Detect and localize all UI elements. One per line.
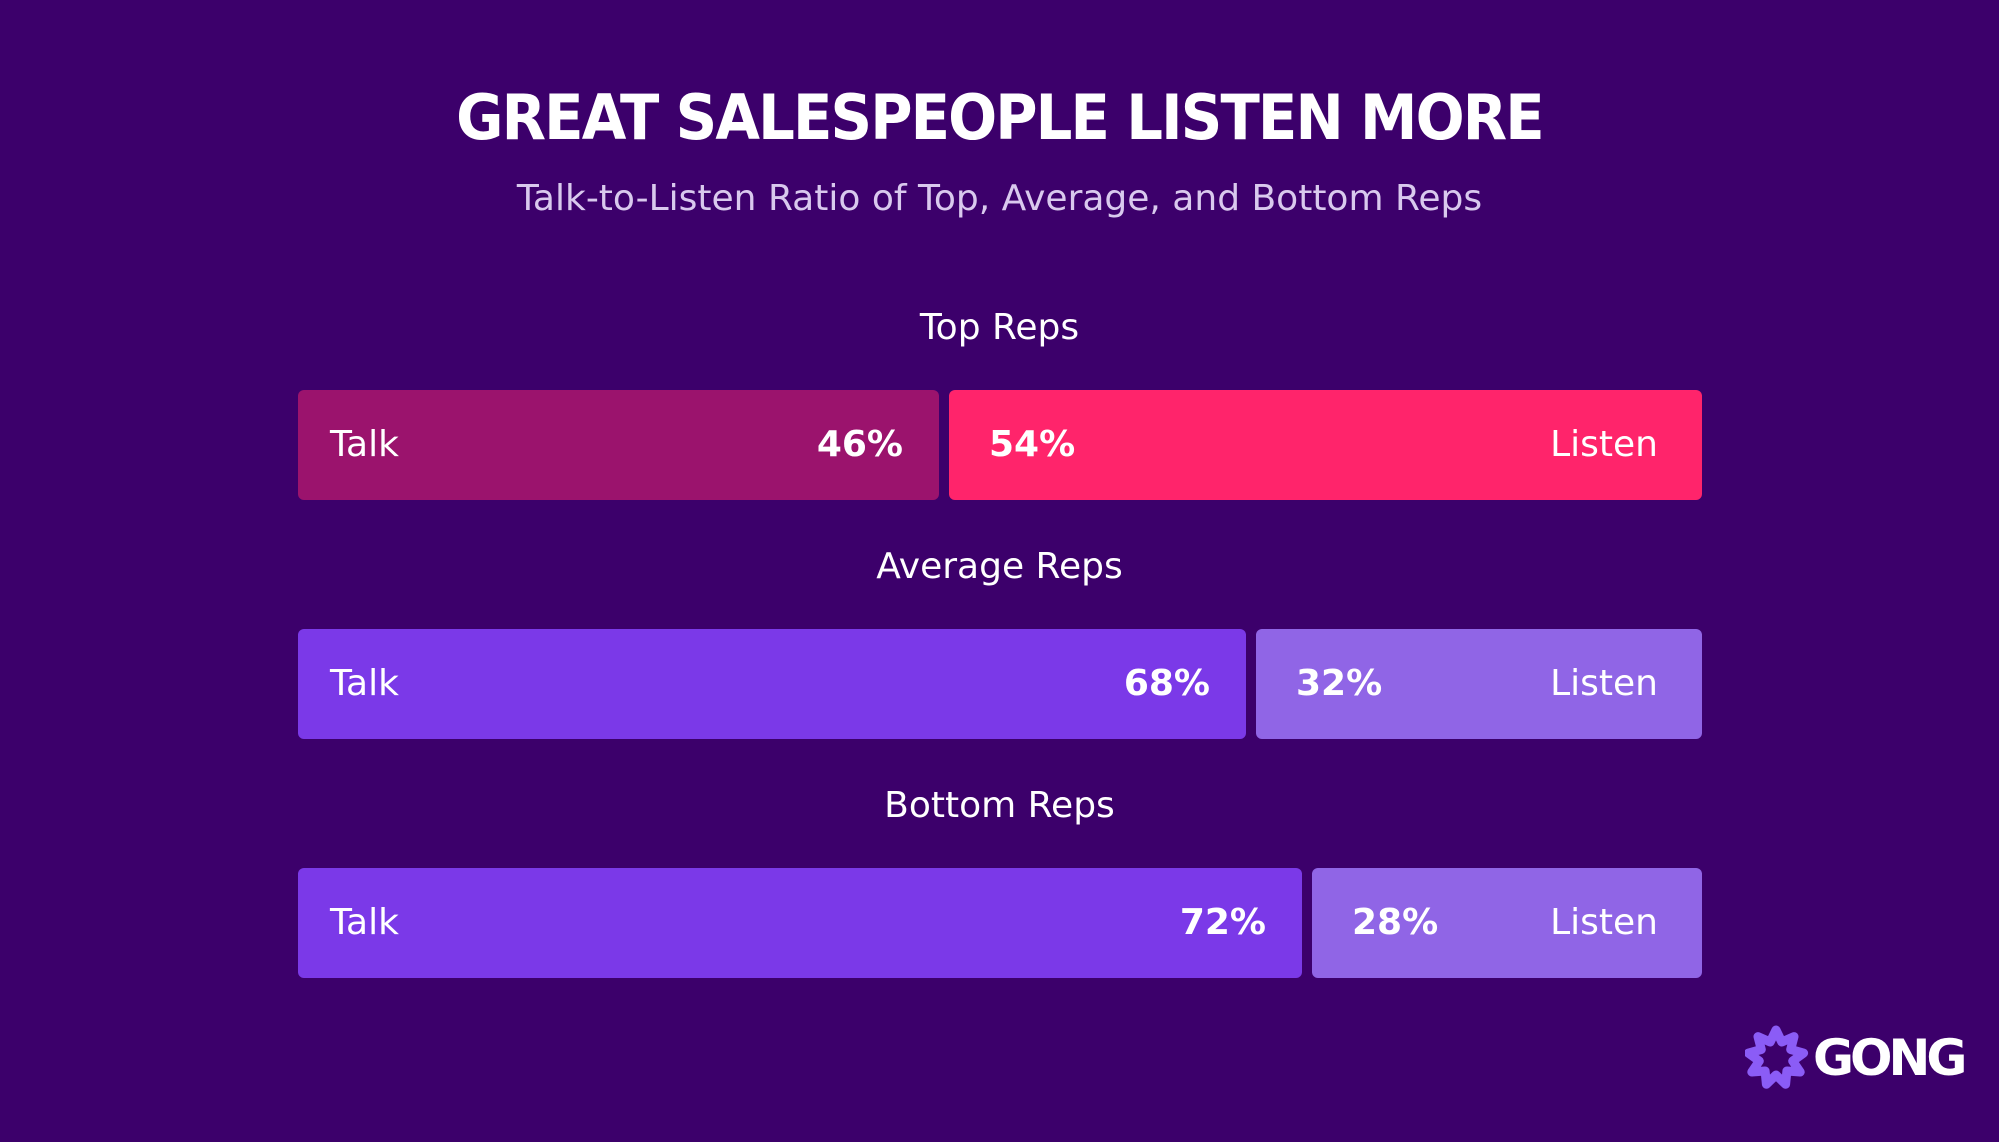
starburst-icon (1745, 1025, 1809, 1089)
talk-label: Talk (330, 424, 399, 465)
talk-percent: 46% (816, 424, 903, 465)
listen-bar-top-reps: 54% Listen (949, 390, 1702, 500)
gong-logo: GONG (1745, 1022, 1967, 1092)
listen-label: Listen (1550, 902, 1658, 943)
listen-percent: 28% (1352, 902, 1439, 943)
chart-title: GREAT SALESPEOPLE LISTEN MORE (456, 81, 1544, 154)
talk-bar-average-reps: Talk 68% (298, 629, 1246, 739)
group-label-top-reps: Top Reps (919, 307, 1080, 348)
logo-wordmark: GONG (1813, 1029, 1967, 1087)
listen-label: Listen (1550, 663, 1658, 704)
talk-bar-bottom-reps: Talk 72% (298, 868, 1302, 978)
listen-percent: 32% (1296, 663, 1383, 704)
talk-label: Talk (330, 902, 399, 943)
listen-label: Listen (1550, 424, 1658, 465)
talk-label: Talk (330, 663, 399, 704)
chart-subtitle: Talk-to-Listen Ratio of Top, Average, an… (516, 178, 1483, 219)
listen-percent: 54% (989, 424, 1076, 465)
talk-percent: 68% (1123, 663, 1210, 704)
group-label-bottom-reps: Bottom Reps (884, 785, 1115, 826)
listen-bar-average-reps: 32% Listen (1256, 629, 1702, 739)
listen-bar-bottom-reps: 28% Listen (1312, 868, 1702, 978)
talk-percent: 72% (1179, 902, 1266, 943)
talk-bar-top-reps: Talk 46% (298, 390, 939, 500)
group-label-average-reps: Average Reps (876, 546, 1123, 587)
